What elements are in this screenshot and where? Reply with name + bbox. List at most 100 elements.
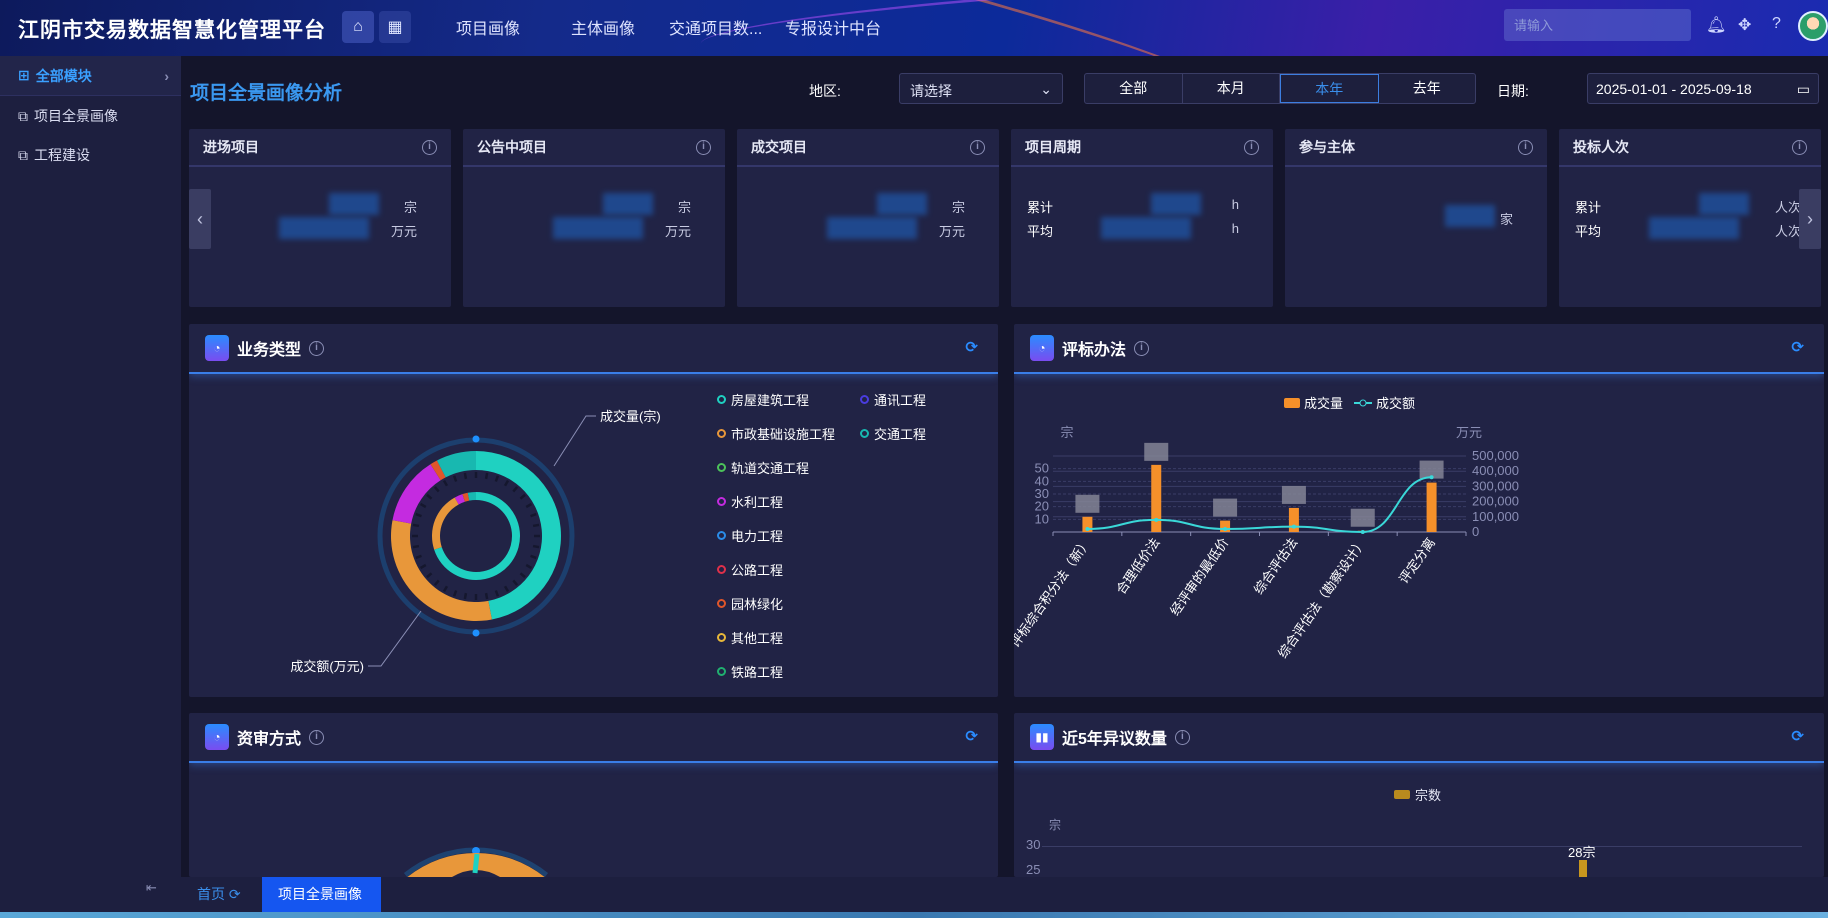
blurred-data-label [1213,498,1238,517]
y-tick-left: 50 [1035,461,1049,476]
legend-item[interactable]: 园林绿化 [717,594,783,613]
tick-mark [433,486,440,493]
legend-label: 其他工程 [731,631,784,646]
y-tick-right: 100,000 [1472,509,1519,524]
info-icon[interactable]: i [1244,139,1259,155]
info-icon[interactable]: i [1792,139,1807,155]
period-this-month[interactable]: 本月 [1183,74,1280,103]
gridline [1042,846,1802,847]
legend-item[interactable]: 通讯工程 [860,390,926,409]
tab-bar [181,877,1828,912]
y-tick: 30 [1026,837,1041,852]
legend-item[interactable]: 其他工程 [717,628,783,647]
avatar[interactable] [1798,11,1828,41]
objection-panel: ▮▮ 近5年异议数量 i ⟳ 宗数 宗 30 25 28宗 [1014,713,1824,877]
panel-title: 业务类型 [237,342,302,359]
legend-marker [717,531,726,540]
refresh-icon[interactable]: ⟳ [1791,728,1804,745]
date-range-picker[interactable]: 2025-01-01 - 2025-09-18 ▭ [1587,73,1819,104]
info-icon[interactable]: i [696,139,711,155]
info-icon[interactable]: i [1174,729,1190,745]
legend-item[interactable]: 交通工程 [860,424,926,443]
sidebar-item-engineering[interactable]: ⧉ 工程建设 [18,146,90,164]
info-icon[interactable]: i [1518,139,1533,155]
card-title: 参与主体 [1299,139,1355,155]
info-icon[interactable]: i [970,139,985,155]
refresh-icon[interactable]: ⟳ [965,728,978,745]
fullscreen-icon[interactable]: ✥ [1738,17,1752,34]
info-icon[interactable]: i [309,340,325,356]
y-tick-left: 40 [1035,473,1049,488]
refresh-icon[interactable]: ⟳ [228,886,241,902]
legend-label: 铁路工程 [731,665,784,680]
blurred-value [1445,205,1495,227]
period-last-year[interactable]: 去年 [1412,80,1441,96]
bar[interactable] [1579,860,1587,877]
legend-marker [717,497,726,506]
y-tick-right: 0 [1472,524,1479,539]
grid-button[interactable]: ▦ [379,11,411,43]
sidebar-item-project-panorama[interactable]: ⧉ 项目全景画像 [18,107,118,125]
blurred-value [1699,193,1749,215]
info-icon[interactable]: i [309,729,325,745]
tick-mark [412,523,420,528]
label-line [368,610,422,667]
nav-item-traffic-data[interactable]: 交通项目数... [669,21,763,38]
refresh-icon[interactable]: ⟳ [965,339,978,356]
blurred-value [603,193,653,215]
pie-chart-icon: ◔ [205,335,229,361]
window-icon: ⧉ [18,107,28,124]
legend-item[interactable]: 电力工程 [717,526,783,545]
tick-mark [503,479,510,487]
tab-home[interactable]: 首页 ⟳ [197,886,241,902]
info-icon[interactable]: i [422,139,437,155]
stat-card: 参与主体 i 家 [1285,129,1547,307]
row-unit: 宗 [951,200,965,215]
legend-item[interactable]: 宗数 [1394,785,1441,804]
tab-project-panorama[interactable]: 项目全景画像 [262,877,381,912]
carousel-next-button[interactable]: › [1799,189,1821,249]
legend-item[interactable]: 公路工程 [717,560,783,579]
legend-item[interactable]: 水利工程 [717,492,783,511]
pie-slice [467,492,476,501]
blurred-value [827,217,917,239]
series-label: 成交额(万元) [290,659,364,674]
tick-mark [503,585,510,593]
bell-icon[interactable]: 🔔︎ [1706,17,1727,34]
help-icon[interactable]: ? [1772,15,1781,32]
collapse-sidebar-icon[interactable]: ⇤ [146,880,157,895]
search-input[interactable] [1504,9,1691,41]
y-tick-right: 300,000 [1472,478,1519,493]
nav-item-report-center[interactable]: 专报设计中台 [785,21,882,38]
period-all[interactable]: 全部 [1085,74,1183,103]
date-label: 日期: [1497,83,1529,99]
nav-item-entity-portrait[interactable]: 主体画像 [571,21,636,38]
bar [1220,520,1231,532]
legend-item[interactable]: 市政基础设施工程 [717,424,835,443]
refresh-icon[interactable]: ⟳ [1791,339,1804,356]
pie-slice [432,497,459,550]
pie-slice [454,494,465,505]
window-icon: ⧉ [18,146,28,163]
tick-mark [519,572,526,579]
region-select[interactable]: 请选择 ⌄ [899,73,1063,104]
tick-mark [532,544,540,549]
label-line [553,415,596,467]
home-button[interactable]: ⌂ [342,11,374,43]
tick-mark [512,579,519,586]
tick-mark [426,493,433,500]
blurred-value [553,217,643,239]
legend-item[interactable]: 房屋建筑工程 [717,390,809,409]
legend-item[interactable]: 轨道交通工程 [717,458,809,477]
period-this-year[interactable]: 本年 [1280,74,1379,103]
info-icon[interactable]: i [1134,340,1150,356]
tick-mark [519,493,526,500]
stat-card: 进场项目 i 宗万元 [189,129,451,307]
legend-item[interactable]: 铁路工程 [717,662,783,681]
nav-item-project-portrait[interactable]: 项目画像 [456,21,521,38]
carousel-prev-button[interactable]: ‹ [189,189,211,249]
blurred-value [1101,217,1191,239]
row-unit: 万元 [938,224,965,239]
sidebar-item-all-modules[interactable]: ⊞ 全部模块 › [0,56,181,96]
blurred-data-label [1144,442,1169,461]
